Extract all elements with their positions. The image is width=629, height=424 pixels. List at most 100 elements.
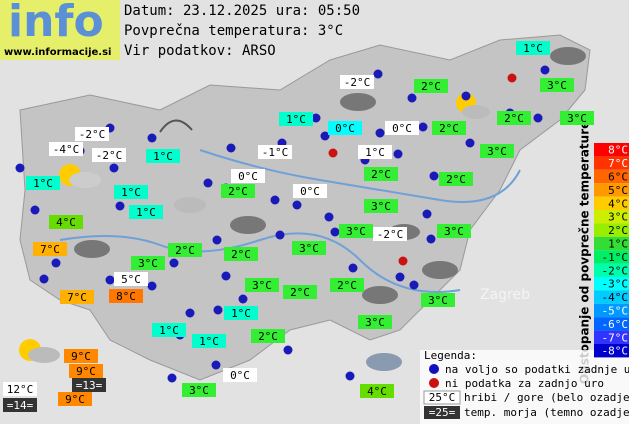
station-temperature: -4°C <box>53 143 80 156</box>
station-temperature: =13= <box>76 379 103 392</box>
station-dot <box>39 274 49 284</box>
station-dot <box>407 93 417 103</box>
station-label-box <box>358 145 392 159</box>
scale-label: -4°C <box>602 291 629 304</box>
station-temperature: 2°C <box>231 248 251 261</box>
scale-swatch <box>594 344 629 358</box>
station-temperature: 9°C <box>71 350 91 363</box>
scale-swatch <box>594 290 629 304</box>
scale-swatch <box>594 223 629 237</box>
station-dot <box>311 113 321 123</box>
scale-swatch <box>594 277 629 291</box>
station-temperature: 2°C <box>290 286 310 299</box>
station-label-box <box>146 149 180 163</box>
station-label-box <box>224 247 258 261</box>
station-label-box <box>224 306 258 320</box>
legend-mountain: hribi / gore (belo ozadje) <box>464 391 629 404</box>
station-dot <box>422 209 432 219</box>
station-dot <box>418 122 428 132</box>
station-missing-dot <box>507 73 517 83</box>
station-dot <box>211 360 221 370</box>
station-temperature: 3°C <box>428 294 448 307</box>
logo-title: info <box>8 0 104 47</box>
station-dot <box>30 205 40 215</box>
station-dot <box>105 275 115 285</box>
station-dot <box>426 234 436 244</box>
station-temperature: 9°C <box>65 393 85 406</box>
station-temperature: 0°C <box>238 170 258 183</box>
station-dot <box>320 131 330 141</box>
station-label-box <box>60 290 94 304</box>
legend-sea-box <box>424 406 460 419</box>
station-label-box <box>221 184 255 198</box>
station-temperature: =14= <box>7 399 34 412</box>
station-label-box <box>358 315 392 329</box>
station-label-box <box>340 75 374 89</box>
legend-title: Legenda: <box>424 349 477 362</box>
station-temperature: -1°C <box>262 146 289 159</box>
station-label-box <box>480 144 514 158</box>
station-label-box <box>114 185 148 199</box>
station-dot <box>292 200 302 210</box>
station-label-box <box>516 41 550 55</box>
station-temperature: 7°C <box>40 243 60 256</box>
station-temperature: 1°C <box>153 150 173 163</box>
scale-swatch <box>594 196 629 210</box>
station-label-box <box>3 398 37 412</box>
scale-label: -1°C <box>602 251 629 264</box>
station-dot <box>395 272 405 282</box>
station-temperature: 3°C <box>365 316 385 329</box>
station-label-box <box>64 349 98 363</box>
station-label-box <box>540 78 574 92</box>
legend-dot-missing <box>429 378 439 388</box>
station-label-box <box>152 323 186 337</box>
scale-swatch <box>594 210 629 224</box>
station-label-box <box>231 169 265 183</box>
station-label-box <box>251 329 285 343</box>
station-dot <box>283 345 293 355</box>
legend-sea-sample: =25= <box>429 406 456 419</box>
station-temperature: 4°C <box>367 385 387 398</box>
station-dot <box>221 271 231 281</box>
scale-label: -8°C <box>602 345 629 358</box>
station-temperature: -2°C <box>344 76 371 89</box>
station-dot <box>373 69 383 79</box>
legend-mountain-sample: 25°C <box>429 391 456 404</box>
station-label-box <box>330 278 364 292</box>
legend-dot-available <box>429 364 439 374</box>
station-label-box <box>432 121 466 135</box>
station-label-box <box>49 142 83 156</box>
station-dot <box>275 230 285 240</box>
station-dot <box>429 171 439 181</box>
station-label-box <box>182 383 216 397</box>
station-label-box <box>279 112 313 126</box>
station-label-box <box>385 121 419 135</box>
station-temperature: 5°C <box>121 273 141 286</box>
station-temperature: 3°C <box>567 112 587 125</box>
scale-swatch <box>594 263 629 277</box>
station-label-box <box>292 241 326 255</box>
station-temperature: 8°C <box>116 290 136 303</box>
station-temperature: 2°C <box>371 168 391 181</box>
station-temperature: 2°C <box>228 185 248 198</box>
station-temperature: 1°C <box>365 146 385 159</box>
station-dot <box>109 163 119 173</box>
station-missing-dot <box>398 256 408 266</box>
station-dot <box>270 195 280 205</box>
station-temperature: 3°C <box>444 225 464 238</box>
scale-swatch <box>594 156 629 170</box>
station-dot <box>409 280 419 290</box>
station-dot <box>348 263 358 273</box>
legend-mountain-box <box>423 390 461 405</box>
station-dot <box>375 128 385 138</box>
station-label-box <box>339 224 373 238</box>
station-temperature: 1°C <box>286 113 306 126</box>
station-label-box <box>58 392 92 406</box>
station-label-box <box>168 243 202 257</box>
station-dot <box>212 235 222 245</box>
scale-label: 7°C <box>608 157 628 170</box>
scale-label: -7°C <box>602 331 629 344</box>
logo-url: www.informacije.si <box>4 47 112 58</box>
scale-label: -5°C <box>602 305 629 318</box>
